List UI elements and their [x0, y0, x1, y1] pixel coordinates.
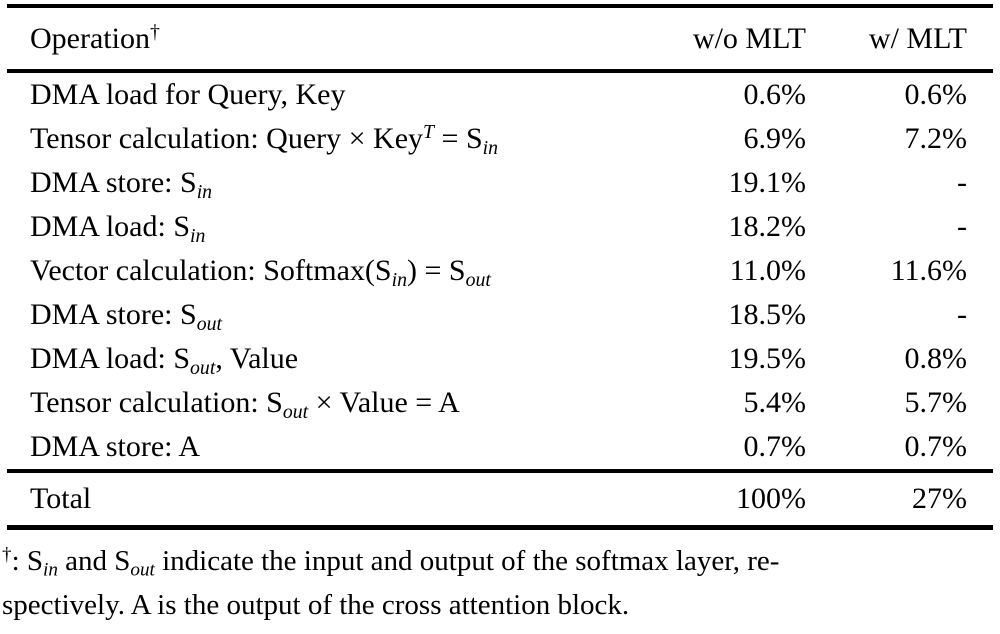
operation-cell: DMA load for Query, Key — [30, 78, 346, 111]
w-mlt-cell: 5.7% — [904, 386, 968, 419]
operation-cell: DMA load: Sout, Value — [30, 342, 299, 379]
operation-cell: DMA load: Sin — [30, 210, 206, 247]
w-mlt-cell: - — [957, 210, 967, 243]
wo-mlt-cell: 18.5% — [728, 298, 807, 331]
operation-cell: Vector calculation: Softmax(Sin) = Sout — [30, 254, 491, 291]
operation-cell: DMA store: Sin — [30, 166, 213, 203]
table-row: DMA store: Sin 19.1% - — [7, 161, 993, 205]
table-row: Vector calculation: Softmax(Sin) = Sout … — [7, 249, 993, 293]
wo-mlt-cell: 19.5% — [728, 342, 807, 375]
top-rule — [7, 4, 993, 8]
w-mlt-cell: - — [957, 298, 967, 331]
w-mlt-cell: 11.6% — [890, 254, 967, 287]
mid-rule — [7, 469, 993, 473]
w-mlt-cell: 7.2% — [904, 122, 968, 155]
wo-mlt-cell: 6.9% — [743, 122, 807, 155]
wo-mlt-cell: 18.2% — [728, 210, 807, 243]
table-row: DMA store: Sout 18.5% - — [7, 293, 993, 337]
table-row: Tensor calculation: Query × KeyT = Sin 6… — [7, 117, 993, 161]
w-mlt-cell: 0.8% — [904, 342, 968, 375]
table-footnote: †: Sin and Sout indicate the input and o… — [2, 544, 780, 621]
operation-cell: DMA store: A — [30, 430, 201, 463]
table-row: DMA store: A 0.7% 0.7% — [7, 425, 993, 469]
header-operation: Operation† — [30, 20, 160, 55]
total-row: Total 100% 27% — [7, 473, 993, 525]
bottom-rule — [7, 525, 993, 530]
total-label: Total — [30, 482, 92, 515]
latency-table: Operation† w/o MLT w/ MLT DMA load for Q… — [7, 4, 993, 530]
w-mlt-cell: - — [957, 166, 967, 199]
wo-mlt-cell: 5.4% — [743, 386, 807, 419]
wo-mlt-cell: 0.6% — [743, 78, 807, 111]
w-mlt-cell: 0.6% — [904, 78, 968, 111]
wo-mlt-cell: 11.0% — [729, 254, 806, 287]
table-row: DMA load for Query, Key 0.6% 0.6% — [7, 73, 993, 117]
total-wo-mlt: 100% — [736, 482, 806, 515]
wo-mlt-cell: 19.1% — [728, 166, 807, 199]
operation-cell: Tensor calculation: Query × KeyT = Sin — [30, 121, 499, 159]
header-rule — [7, 69, 993, 73]
header-row: Operation† w/o MLT w/ MLT — [7, 8, 993, 69]
operation-cell: Tensor calculation: Sout × Value = A — [30, 386, 460, 423]
wo-mlt-cell: 0.7% — [743, 430, 807, 463]
operation-cell: DMA store: Sout — [30, 298, 222, 335]
table-row: DMA load: Sout, Value 19.5% 0.8% — [7, 337, 993, 381]
total-w-mlt: 27% — [912, 482, 967, 515]
table-row: Tensor calculation: Sout × Value = A 5.4… — [7, 381, 993, 425]
table-row: DMA load: Sin 18.2% - — [7, 205, 993, 249]
header-wo-mlt: w/o MLT — [692, 21, 806, 55]
header-w-mlt: w/ MLT — [868, 21, 967, 55]
w-mlt-cell: 0.7% — [904, 430, 968, 463]
